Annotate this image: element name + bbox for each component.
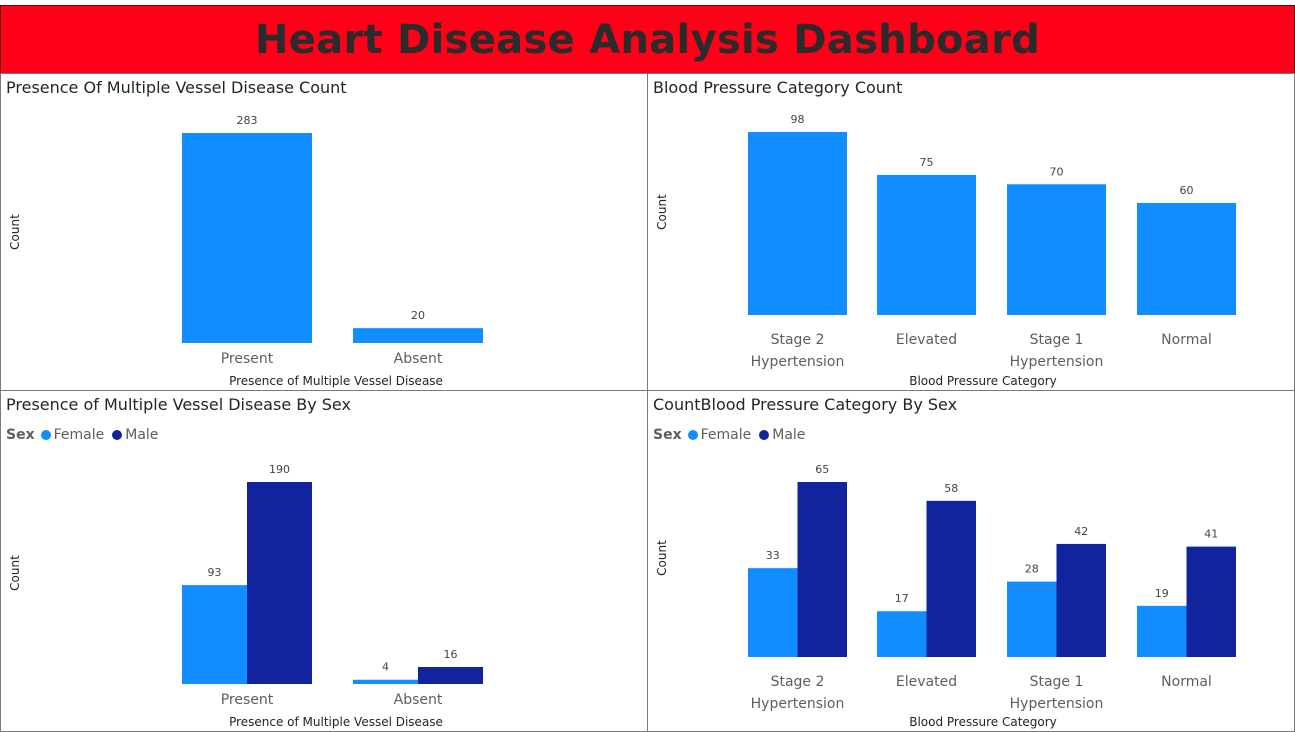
bar	[182, 133, 312, 343]
x-axis-title: Presence of Multiple Vessel Disease	[229, 374, 443, 388]
legend: Sex Female Male	[6, 427, 166, 443]
x-tick-label: Stage 1	[1030, 674, 1084, 690]
bar	[748, 568, 798, 657]
x-tick-label: Hypertension	[751, 354, 845, 370]
x-tick-label: Present	[221, 692, 274, 708]
data-label: 98	[791, 113, 805, 126]
data-label: 283	[237, 114, 258, 127]
dashboard-title: Heart Disease Analysis Dashboard	[254, 16, 1041, 63]
chart-svg: 33 65 Stage 2 Hypertension 17 58 Elevated 28 42 S…	[655, 463, 1236, 729]
chart-title: Blood Pressure Category Count	[653, 78, 903, 97]
x-tick-label: Present	[221, 351, 274, 367]
x-tick-label: Absent	[394, 692, 443, 708]
bar	[1137, 605, 1187, 657]
chart-svg: 93 190 Present 4 16 Absent Presence of Multipl…	[8, 463, 483, 729]
chart-panel-bp-by-sex[interactable]: CountBlood Pressure Category By Sex Sex …	[647, 390, 1295, 732]
chart-svg: 98 Stage 2 Hypertension 75 Elevated 70 Stage 1…	[655, 113, 1236, 388]
x-tick-label: Stage 1	[1030, 332, 1084, 348]
x-tick-label: Stage 2	[771, 674, 825, 690]
x-tick-label: Normal	[1161, 332, 1212, 348]
x-axis-title: Presence of Multiple Vessel Disease	[229, 715, 443, 729]
bar	[1007, 581, 1057, 657]
bar	[1056, 543, 1106, 657]
data-label: 4	[382, 661, 389, 674]
legend-dot-male	[759, 430, 770, 440]
data-label: 17	[895, 592, 909, 605]
y-axis-title: Count	[655, 540, 669, 576]
x-tick-label: Hypertension	[1010, 696, 1104, 712]
chart-panel-vessel-by-sex[interactable]: Presence of Multiple Vessel Disease By S…	[0, 390, 648, 732]
data-label: 75	[920, 156, 934, 169]
data-label: 42	[1074, 525, 1088, 538]
bar	[748, 132, 847, 315]
data-label: 28	[1025, 563, 1039, 576]
x-tick-label: Elevated	[896, 332, 957, 348]
x-tick-label: Stage 2	[771, 332, 825, 348]
bar	[877, 174, 976, 315]
legend-dot-male	[112, 430, 123, 440]
data-label: 70	[1050, 165, 1064, 178]
dashboard-banner: Heart Disease Analysis Dashboard	[0, 5, 1295, 74]
data-label: 20	[411, 309, 425, 322]
chart-title: Presence of Multiple Vessel Disease By S…	[6, 395, 351, 414]
bar	[1186, 546, 1236, 657]
x-tick-label: Hypertension	[751, 696, 845, 712]
bar	[1007, 184, 1106, 315]
legend-dot-female	[687, 430, 698, 440]
data-label: 16	[444, 648, 458, 661]
chart-panel-bp-count[interactable]: Blood Pressure Category Count 98 Stage 2 H…	[647, 73, 1295, 391]
x-tick-label: Normal	[1161, 674, 1212, 690]
bar	[926, 500, 976, 657]
legend-dot-female	[40, 430, 51, 440]
legend-title: Sex	[6, 427, 35, 443]
legend-label-female[interactable]: Female	[700, 427, 752, 443]
chart-title: Presence Of Multiple Vessel Disease Coun…	[6, 78, 347, 97]
data-label: 60	[1180, 184, 1194, 197]
x-axis-title: Blood Pressure Category	[909, 374, 1057, 388]
legend-label-male[interactable]: Male	[772, 427, 806, 443]
data-label: 93	[208, 566, 222, 579]
legend-label-male[interactable]: Male	[125, 427, 159, 443]
legend: Sex Female Male	[653, 427, 813, 443]
data-label: 65	[815, 463, 829, 476]
data-label: 41	[1204, 528, 1218, 541]
bar	[353, 679, 418, 684]
x-tick-label: Hypertension	[1010, 354, 1104, 370]
bar	[797, 482, 847, 657]
x-tick-label: Elevated	[896, 674, 957, 690]
legend-label-female[interactable]: Female	[53, 427, 105, 443]
x-axis-title: Blood Pressure Category	[909, 715, 1057, 729]
bar	[353, 328, 483, 343]
x-tick-label: Absent	[394, 351, 443, 367]
y-axis-title: Count	[655, 194, 669, 230]
y-axis-title: Count	[8, 555, 22, 591]
bar	[877, 611, 927, 657]
chart-svg: 283 Present 20 Absent Presence of Multiple V…	[8, 114, 483, 388]
bar	[1137, 202, 1236, 315]
bar	[418, 666, 483, 684]
chart-panel-vessel-count[interactable]: Presence Of Multiple Vessel Disease Coun…	[0, 73, 648, 391]
bar	[182, 585, 247, 684]
chart-title: CountBlood Pressure Category By Sex	[653, 395, 958, 414]
data-label: 33	[766, 549, 780, 562]
data-label: 19	[1155, 587, 1169, 600]
y-axis-title: Count	[8, 214, 22, 250]
data-label: 58	[944, 482, 958, 495]
legend-title: Sex	[653, 427, 682, 443]
bar	[247, 482, 312, 684]
data-label: 190	[269, 463, 290, 476]
